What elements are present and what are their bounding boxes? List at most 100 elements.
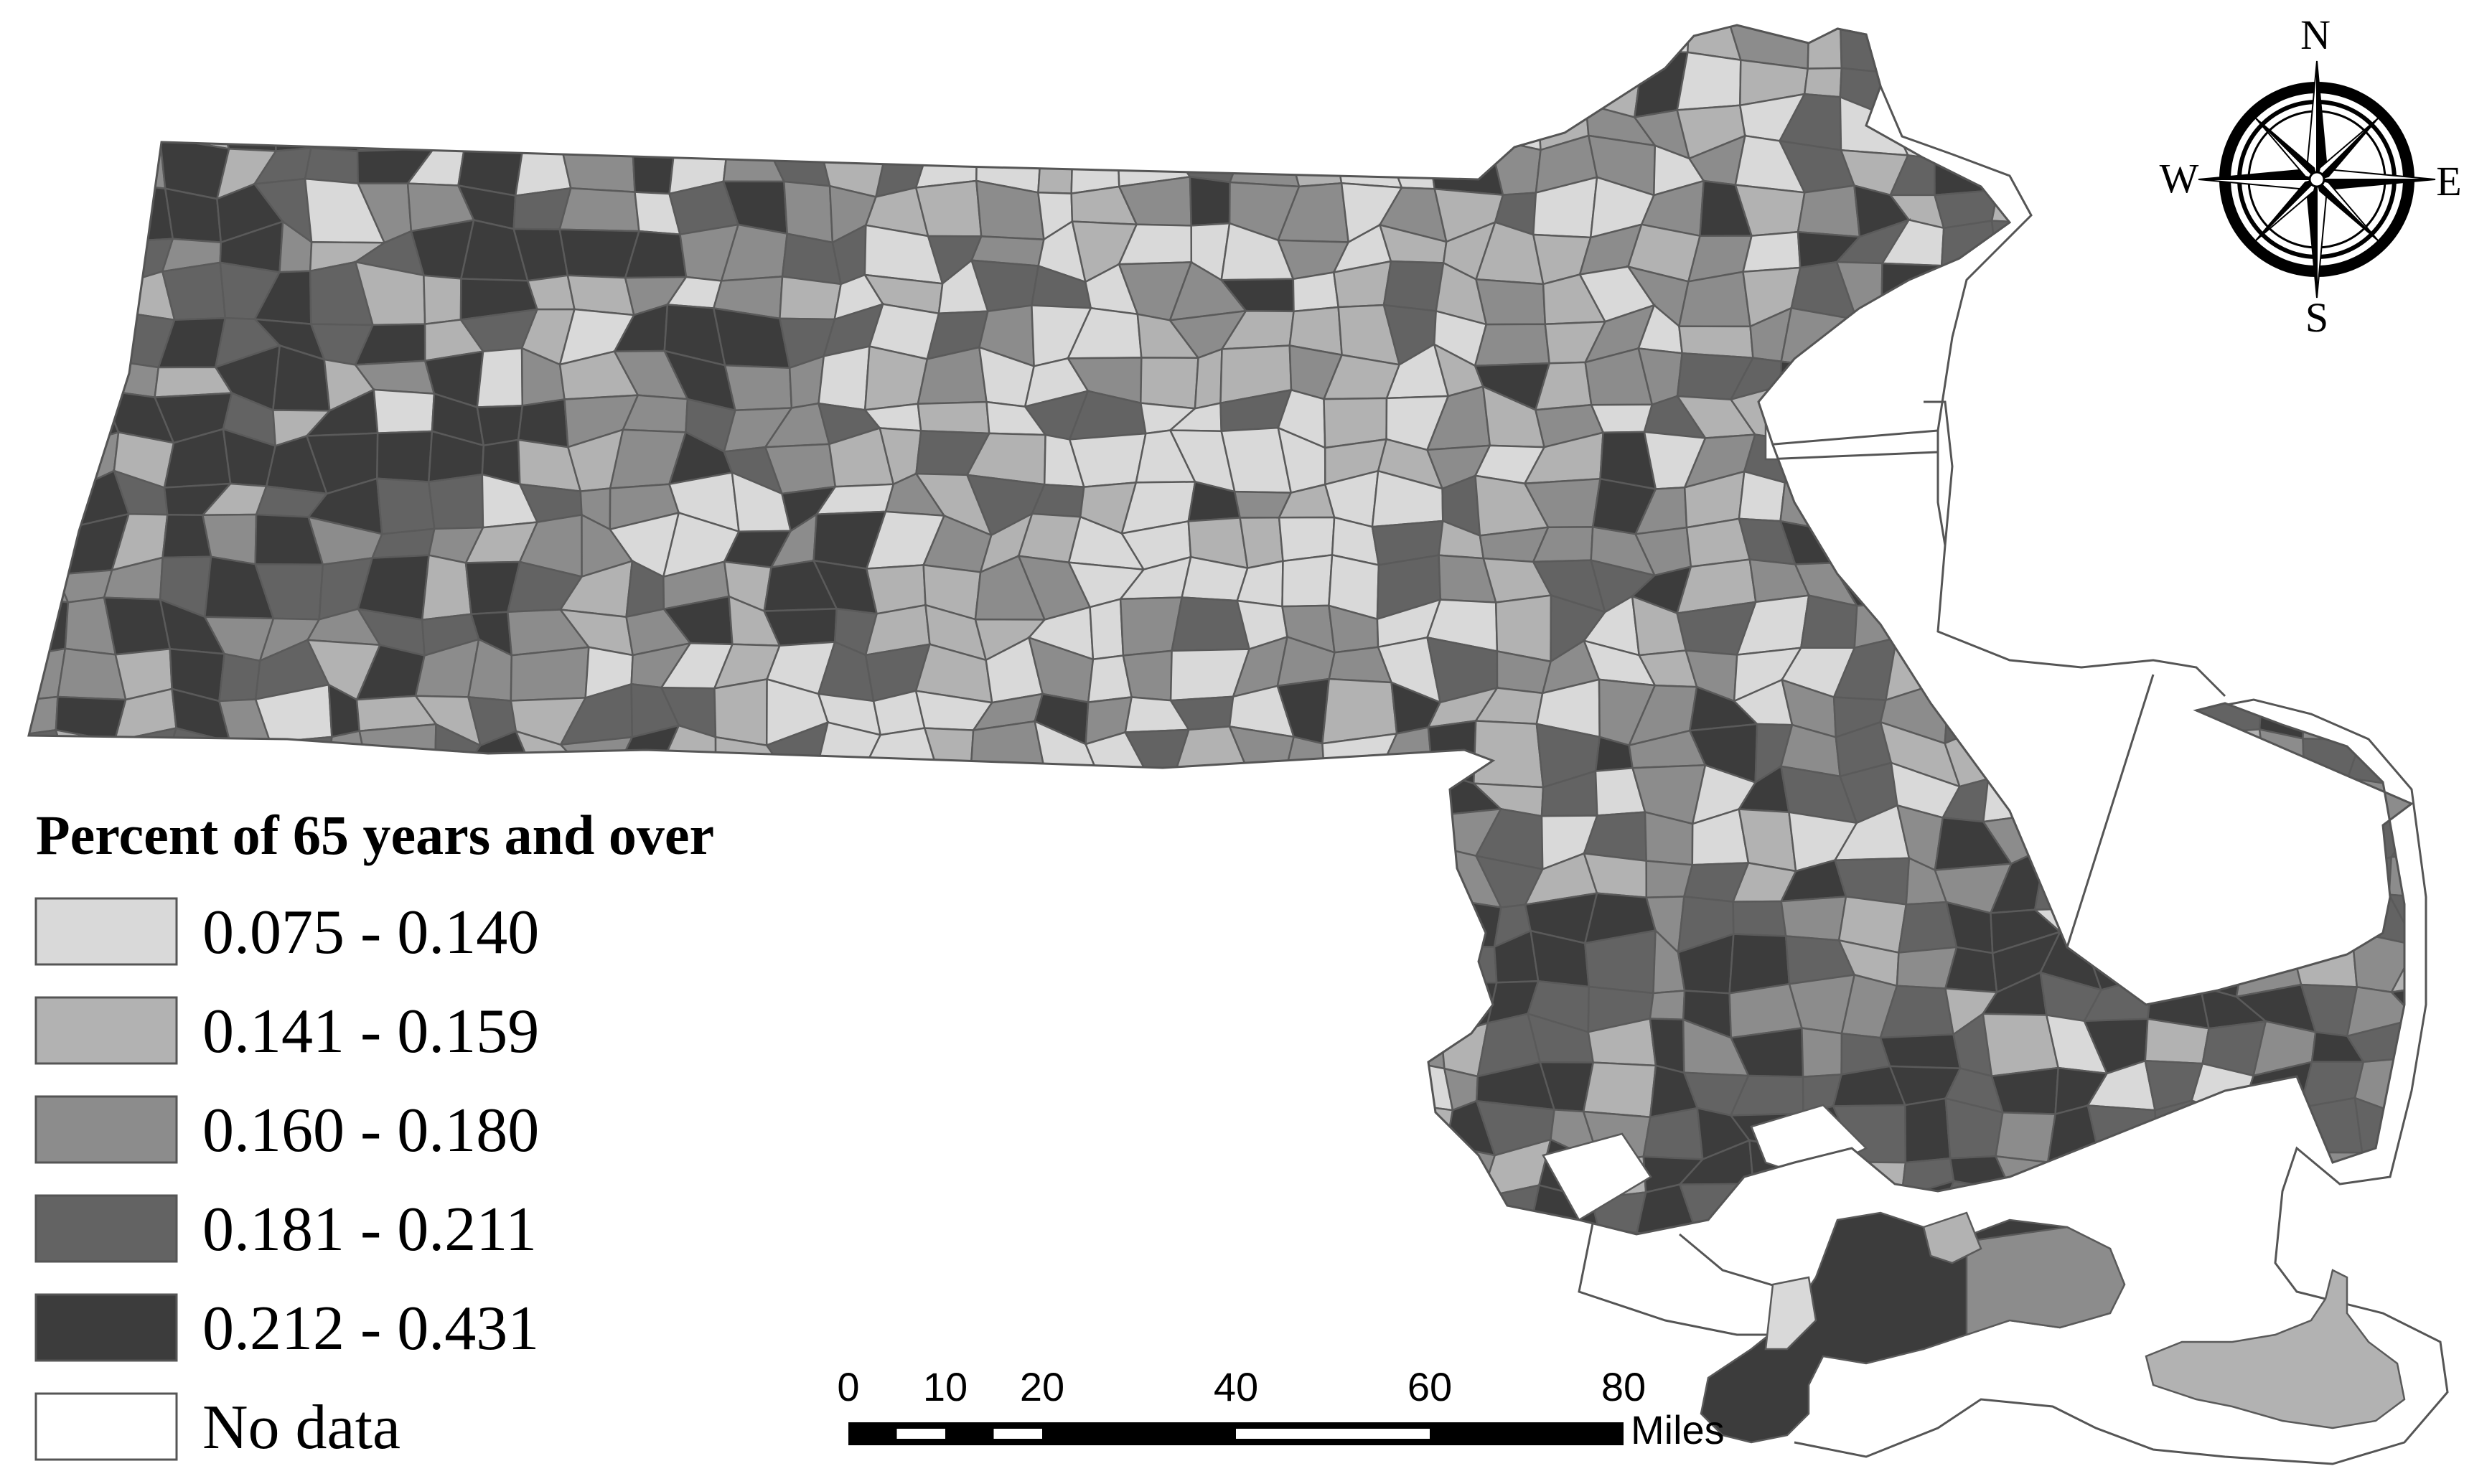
municipality: [273, 25, 321, 77]
municipality: [2361, 603, 2397, 663]
municipality: [29, 510, 58, 576]
municipality: [2146, 1230, 2205, 1234]
municipality: [2138, 858, 2201, 906]
municipality: [29, 345, 63, 410]
municipality: [474, 67, 528, 107]
municipality: [2148, 929, 2202, 988]
municipality: [1071, 100, 1123, 144]
municipality: [930, 900, 986, 944]
municipality: [2236, 395, 2318, 451]
municipality: [1541, 25, 1580, 77]
municipality: [2262, 639, 2306, 686]
municipality: [974, 857, 1047, 912]
municipality: [2186, 677, 2264, 736]
municipality: [1728, 933, 1791, 995]
municipality: [2085, 903, 2160, 950]
municipality: [307, 25, 367, 77]
municipality: [409, 25, 477, 70]
municipality: [560, 25, 640, 62]
municipality: [1073, 1231, 1135, 1234]
municipality: [2303, 558, 2364, 617]
municipality: [718, 941, 791, 995]
municipality: [2197, 365, 2266, 408]
municipality: [65, 107, 115, 159]
municipality: [968, 937, 1047, 979]
municipality: [2308, 402, 2366, 453]
municipality: [1122, 649, 1173, 702]
municipality: [1937, 264, 2000, 318]
municipality: [1836, 474, 1893, 537]
municipality: [1166, 908, 1239, 955]
municipality: [2084, 176, 2146, 222]
municipality: [2358, 645, 2400, 697]
municipality: [1238, 815, 1296, 870]
municipality: [612, 929, 690, 985]
municipality: [1629, 25, 1690, 54]
municipality: [2057, 428, 2116, 497]
municipality: [715, 25, 779, 73]
municipality: [965, 1185, 1047, 1234]
municipality: [1171, 1189, 1252, 1234]
municipality: [161, 261, 227, 321]
municipality: [1829, 528, 1896, 564]
municipality: [673, 99, 730, 148]
municipality: [1036, 1185, 1096, 1234]
municipality: [1883, 428, 1936, 492]
municipality: [1940, 220, 2000, 286]
municipality: [885, 891, 932, 944]
municipality: [2403, 268, 2412, 309]
municipality: [2104, 312, 2142, 363]
municipality: [2361, 1151, 2404, 1189]
municipality: [370, 527, 436, 559]
municipality: [1751, 1228, 1809, 1234]
municipality: [1171, 977, 1248, 1020]
municipality: [409, 58, 487, 107]
municipality: [787, 896, 843, 955]
scale-unit: Miles: [1631, 1407, 1725, 1452]
municipality: [1987, 25, 2043, 73]
municipality: [921, 1149, 986, 1192]
municipality: [724, 1145, 788, 1195]
municipality: [765, 1192, 829, 1234]
municipality: [659, 70, 725, 111]
legend: Percent of 65 years and over 0.075 - 0.1…: [34, 804, 714, 1462]
municipality: [1233, 934, 1299, 980]
municipality: [29, 25, 78, 57]
municipality: [1124, 1053, 1181, 1108]
municipality: [662, 982, 721, 1036]
municipality: [1474, 52, 1548, 99]
municipality: [1373, 941, 1444, 990]
municipality: [916, 1028, 971, 1070]
municipality: [1167, 853, 1244, 913]
municipality: [2353, 434, 2404, 487]
municipality: [2288, 1182, 2367, 1234]
scale-tick-label: 20: [1020, 1364, 1064, 1409]
municipality: [1751, 1183, 1809, 1234]
municipality: [2351, 930, 2412, 993]
municipality: [1072, 1104, 1141, 1162]
legend-label: 0.160 - 0.180: [202, 1096, 539, 1165]
municipality: [2348, 25, 2397, 74]
municipality: [50, 180, 105, 245]
municipality: [217, 652, 261, 703]
municipality: [29, 271, 55, 326]
municipality: [864, 25, 945, 57]
municipality: [813, 55, 891, 97]
municipality: [1225, 100, 1288, 150]
municipality: [29, 52, 78, 110]
municipality: [309, 111, 375, 152]
municipality: [469, 866, 523, 898]
scale-tick-label: 80: [1601, 1364, 1646, 1409]
scale-tick-label: 10: [923, 1364, 968, 1409]
municipality: [618, 1096, 667, 1158]
municipality: [100, 180, 174, 244]
municipality: [1138, 768, 1176, 818]
no-data-area: [1764, 400, 1939, 461]
municipality: [2390, 389, 2412, 442]
municipality: [1278, 1102, 1335, 1161]
scale-tick-labels: 0 10 20 40 60 80: [837, 1364, 1646, 1409]
municipality: [965, 1100, 1038, 1152]
municipality: [2084, 518, 2163, 568]
municipality: [2193, 429, 2244, 480]
municipality: [561, 906, 632, 941]
